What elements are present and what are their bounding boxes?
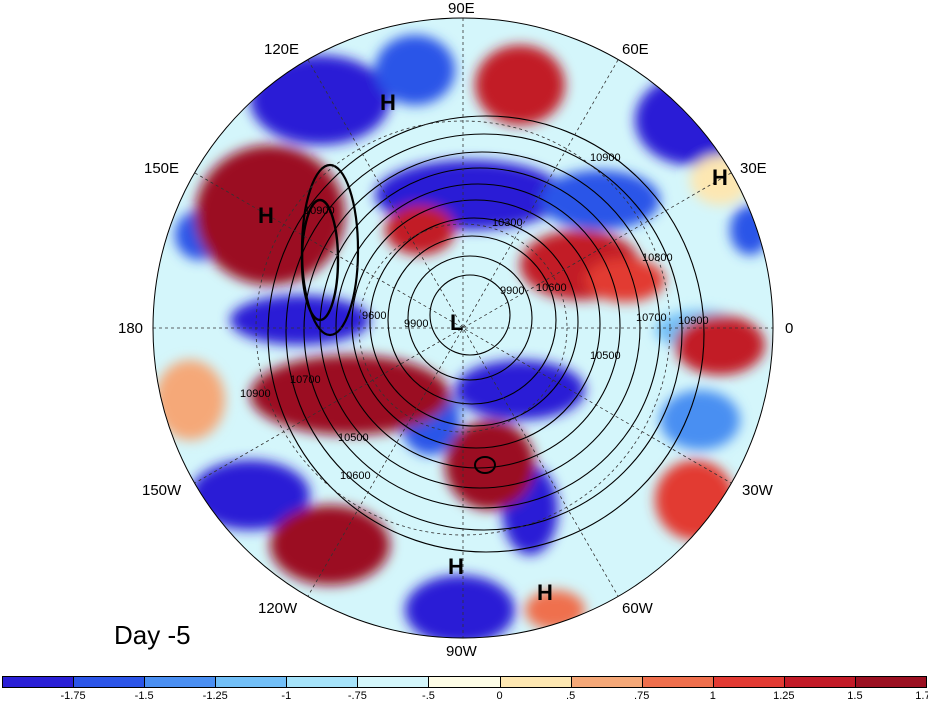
colorbar-swatch xyxy=(286,676,359,688)
anomaly-blob xyxy=(190,460,310,530)
colorbar-tick-label: -1.75 xyxy=(60,690,86,702)
anomaly-blob xyxy=(635,75,745,165)
longitude-label-180: 180 xyxy=(118,320,144,337)
contour-label: 10700 xyxy=(290,374,321,386)
longitude-label-90e: 90E xyxy=(448,0,475,17)
day-label: Day -5 xyxy=(114,620,191,650)
anomaly-blob xyxy=(540,170,660,230)
colorbar-tick-label: .5 xyxy=(566,690,576,702)
contour-label: 9900 xyxy=(404,318,429,330)
longitude-label-60e: 60E xyxy=(622,41,649,58)
anomaly-blob xyxy=(375,35,455,105)
colorbar-swatch xyxy=(428,676,501,688)
colorbar-tick-label: -1.25 xyxy=(202,690,228,702)
anomaly-blob xyxy=(660,390,740,450)
anomaly-blob xyxy=(405,575,515,638)
colorbar-tick-label: 1.5 xyxy=(847,690,863,702)
contour-label: 10600 xyxy=(536,282,567,294)
longitude-label-30w: 30W xyxy=(742,482,773,499)
colorbar-swatch xyxy=(783,676,856,688)
anomaly-field xyxy=(155,35,770,638)
colorbar-swatch xyxy=(215,676,288,688)
anomaly-blob xyxy=(655,460,735,540)
colorbar-tick-label: .75 xyxy=(634,690,650,702)
anomaly-blob xyxy=(270,505,390,585)
graticule xyxy=(153,18,773,638)
colorbar-tick-label: 1.25 xyxy=(773,690,795,702)
anomaly-blob xyxy=(585,258,665,302)
contour-label: 10600 xyxy=(340,470,371,482)
contour-label: 10900 xyxy=(590,152,621,164)
colorbar-tick-label: -.75 xyxy=(347,690,367,702)
anomaly-blob xyxy=(445,420,535,510)
longitude-label-90w: 90W xyxy=(446,643,477,660)
colorbar-swatch xyxy=(712,676,785,688)
longitude-label-120w: 120W xyxy=(258,600,298,617)
colorbar-swatch xyxy=(357,676,430,688)
colorbar-swatch xyxy=(2,676,75,688)
contour-label: 9900 xyxy=(500,285,525,297)
contour-label: 10900 xyxy=(304,205,335,217)
longitude-label-120e: 120E xyxy=(264,41,300,58)
high-pressure-marker: H xyxy=(448,554,464,579)
height-contours xyxy=(267,115,705,553)
colorbar-tick-label: 1.75 xyxy=(915,690,928,702)
colorbar-swatch xyxy=(499,676,572,688)
longitude-label-0: 0 xyxy=(785,320,794,337)
contour-label: 10800 xyxy=(642,252,673,264)
anomaly-blob xyxy=(230,295,370,345)
contour-label: 9600 xyxy=(362,310,387,322)
contour-label: 10900 xyxy=(678,315,709,327)
longitude-label-60w: 60W xyxy=(622,600,653,617)
colorbar-tick-label: -.5 xyxy=(422,690,435,702)
longitude-label-30e: 30E xyxy=(740,160,767,177)
colorbar-swatch xyxy=(854,676,927,688)
high-pressure-marker: H xyxy=(712,165,728,190)
map-boundary xyxy=(152,17,774,639)
contour-label: 10500 xyxy=(338,432,369,444)
colorbar-swatch xyxy=(570,676,643,688)
anomaly-blob xyxy=(675,315,765,375)
contour-label: 10300 xyxy=(492,217,523,229)
anomaly-blob xyxy=(455,360,585,420)
colorbar-swatch xyxy=(641,676,714,688)
high-pressure-marker: H xyxy=(380,90,396,115)
longitude-label-150w: 150W xyxy=(142,482,182,499)
anomaly-blob xyxy=(195,145,345,285)
colorbar-tick-label: 0 xyxy=(496,690,503,702)
anomaly-blob xyxy=(385,205,455,255)
anomaly-blob xyxy=(475,45,565,125)
anomaly-blob xyxy=(730,205,770,255)
anomaly-blob xyxy=(250,355,450,435)
anomaly-blob xyxy=(155,360,225,440)
low-pressure-marker: L xyxy=(450,310,464,335)
colorbar-tick-label: -1.5 xyxy=(134,690,154,702)
high-pressure-marker: H xyxy=(537,580,553,605)
anomaly-blob xyxy=(250,55,390,145)
high-pressure-marker: H xyxy=(258,203,274,228)
colorbar-swatch xyxy=(144,676,217,688)
colorbar-tick-label: 1 xyxy=(709,690,716,702)
contour-label: 10900 xyxy=(240,388,271,400)
longitude-label-150e: 150E xyxy=(144,160,180,177)
contour-label: 10500 xyxy=(590,350,621,362)
contour-label: 10700 xyxy=(636,312,667,324)
colorbar-swatch xyxy=(73,676,146,688)
colorbar-tick-label: -1 xyxy=(281,690,292,702)
